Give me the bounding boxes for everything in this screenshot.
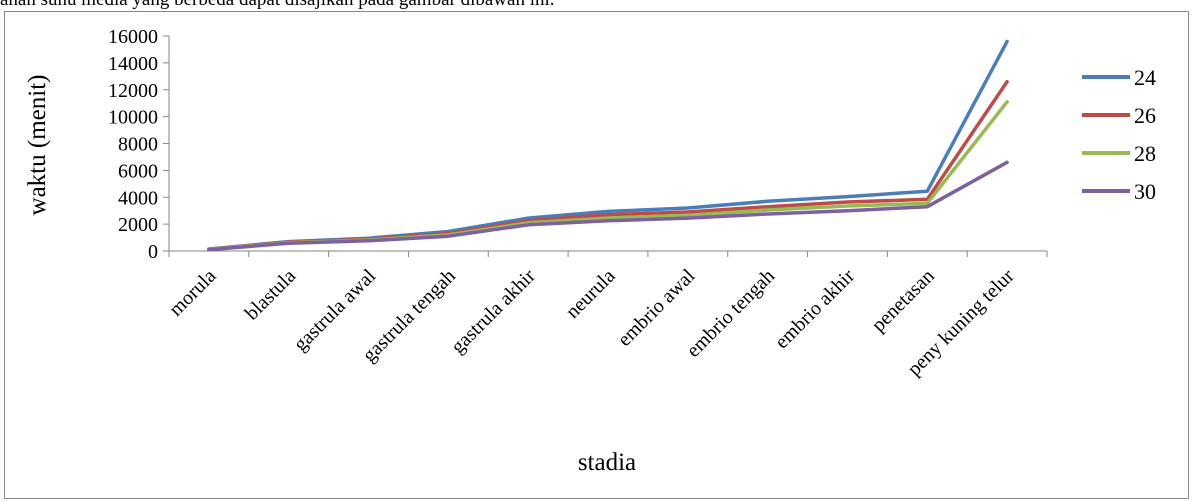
x-tick-label: blastula xyxy=(241,265,301,325)
y-tick-label: 2000 xyxy=(118,214,158,236)
x-tick-label: morula xyxy=(165,265,221,321)
y-tick-label: 0 xyxy=(148,241,158,263)
caption-text: ahan suhu media yang berbeda dapat disaj… xyxy=(0,0,555,11)
x-tick-label: penetasan xyxy=(867,265,938,336)
legend: 24 26 28 30 xyxy=(1082,65,1156,204)
y-tick-label: 4000 xyxy=(118,187,158,209)
series-layer xyxy=(207,39,1009,252)
y-tick-label: 6000 xyxy=(118,160,158,182)
chart-frame xyxy=(4,11,1189,499)
x-tick-label: neurula xyxy=(562,265,620,323)
legend-label: 30 xyxy=(1134,179,1156,204)
series-line-26 xyxy=(207,79,1009,252)
series-line-28 xyxy=(207,100,1009,252)
series-line-30 xyxy=(207,160,1009,252)
y-tick-label: 16000 xyxy=(108,26,158,48)
y-tick-label: 10000 xyxy=(108,107,158,129)
legend-label: 24 xyxy=(1134,65,1156,90)
y-axis: 0 2000 4000 6000 8000 10000 12000 14000 16000 xyxy=(108,26,170,263)
x-tick-label: embrio awal xyxy=(614,265,700,351)
legend-label: 28 xyxy=(1134,141,1156,166)
y-tick-label: 14000 xyxy=(108,53,158,75)
y-tick-label: 12000 xyxy=(108,80,158,102)
y-axis-title: waktu (menit) xyxy=(24,75,51,216)
x-tick-label: gastrula akhir xyxy=(447,265,540,358)
y-tick-label: 8000 xyxy=(118,134,158,156)
legend-label: 26 xyxy=(1134,103,1156,128)
x-tick-label: embrio akhir xyxy=(771,265,859,353)
x-axis-title: stadia xyxy=(578,449,636,476)
